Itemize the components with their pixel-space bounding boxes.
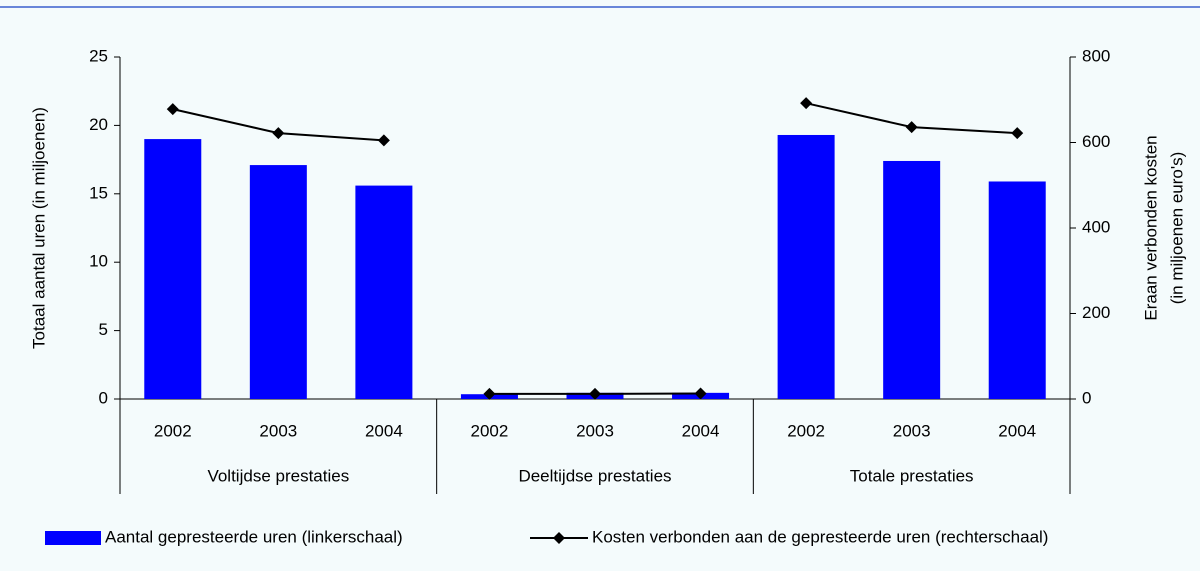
legend-label: Aantal gepresteerde uren (linkerschaal) [105,527,403,546]
line-marker [166,103,179,116]
x-tick-label: 2004 [998,421,1036,440]
bar [355,185,413,399]
x-tick-label: 2004 [682,421,720,440]
bar [988,181,1046,399]
y-axis-title: Totaal aantal uren (in miljoenen) [29,107,48,349]
group-label: Deeltijdse prestaties [518,466,671,485]
y2-tick-label: 200 [1082,303,1110,322]
line-marker [272,127,285,140]
y-tick-label: 20 [89,115,108,134]
y2-tick-label: 800 [1082,46,1110,65]
x-tick-label: 2002 [787,421,825,440]
x-tick-label: 2004 [365,421,403,440]
y2-tick-label: 600 [1082,132,1110,151]
line-marker [694,387,707,400]
line-marker [1011,127,1024,140]
bar [883,160,941,399]
x-tick-label: 2003 [576,421,614,440]
group-label: Voltijdse prestaties [207,466,349,485]
line-marker [483,387,496,400]
y2-axis-title: Eraan verbonden kosten [1141,135,1160,320]
line-marker [377,134,390,147]
y2-tick-label: 400 [1082,217,1110,236]
y-tick-label: 0 [99,388,108,407]
bar [144,139,202,399]
line-marker [589,387,601,400]
x-tick-label: 2003 [893,421,931,440]
y-tick-label: 10 [89,252,108,271]
line-marker [800,97,813,110]
legend-swatch [553,532,565,544]
legend-swatch [45,531,101,545]
x-tick-label: 2002 [154,421,192,440]
y2-axis-title: (in miljoenen euro's) [1167,152,1186,305]
group-label: Totale prestaties [850,466,974,485]
y2-tick-label: 0 [1082,388,1091,407]
bar [249,165,307,399]
line-marker [905,121,918,134]
y-tick-label: 5 [99,320,108,339]
legend-label: Kosten verbonden aan de gepresteerde ure… [592,527,1048,546]
bar [777,134,835,399]
x-tick-label: 2002 [471,421,509,440]
y-tick-label: 25 [89,46,108,65]
x-tick-label: 2003 [259,421,297,440]
y-tick-label: 15 [89,183,108,202]
